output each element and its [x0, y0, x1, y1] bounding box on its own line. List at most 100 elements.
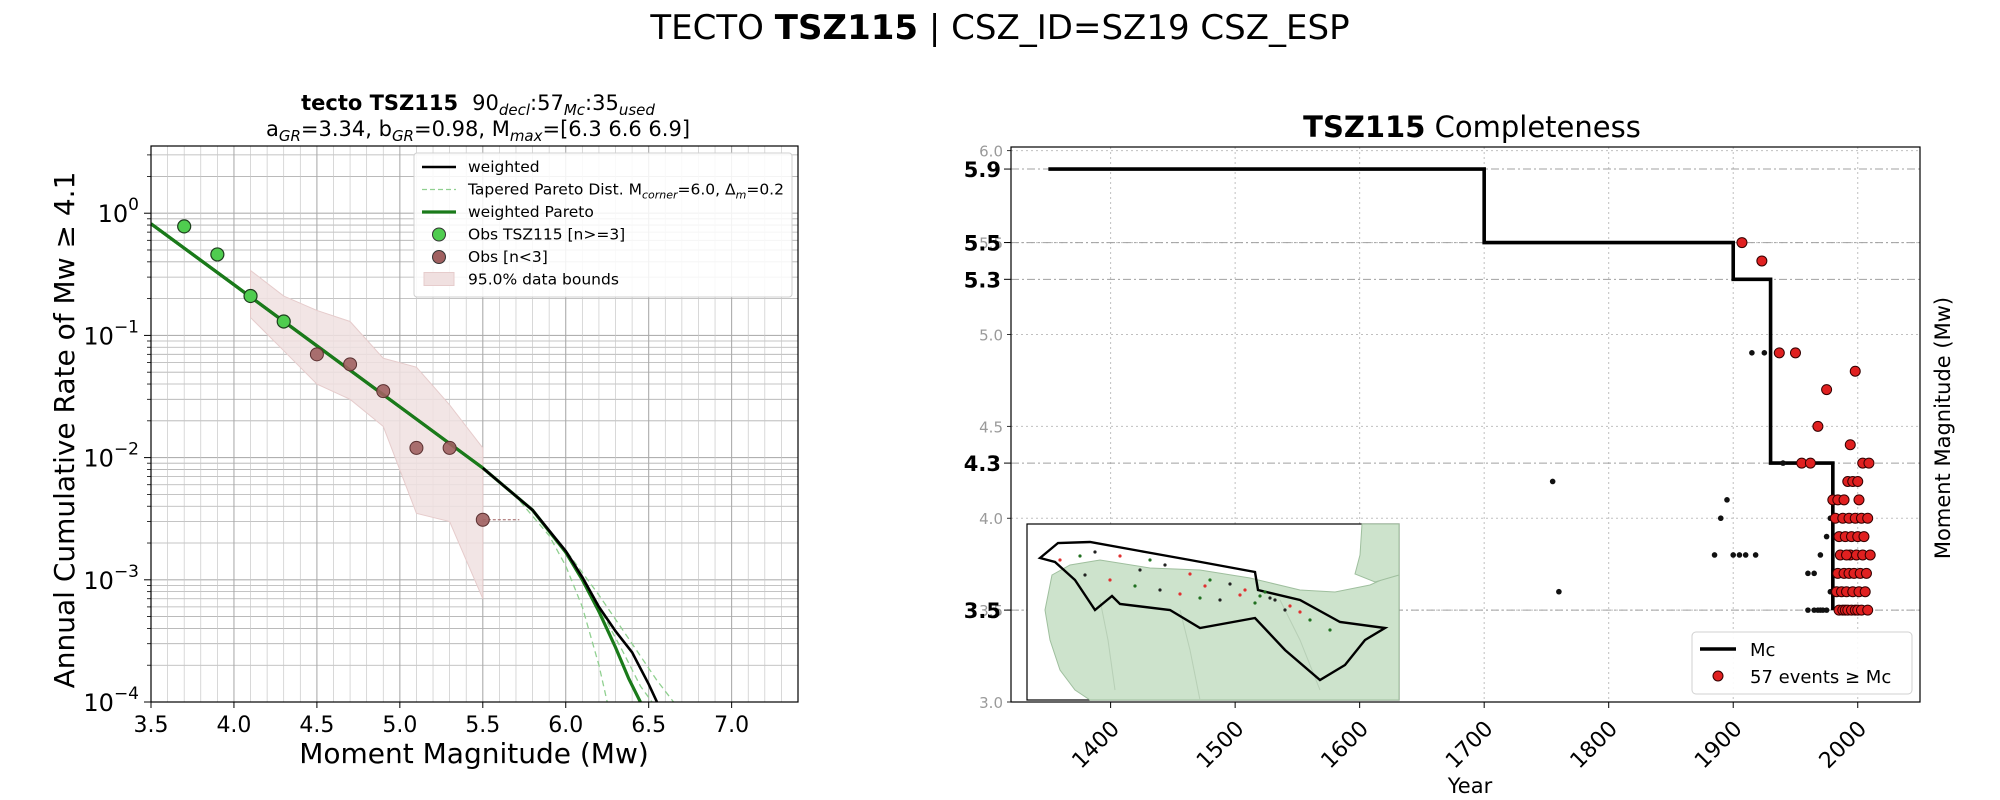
obs-marker-green	[243, 288, 258, 304]
inset-event-dot	[1203, 584, 1207, 588]
inset-event-dot	[1188, 572, 1192, 576]
x-tick-label: 6.5	[631, 713, 666, 738]
x-tick-label: 1900	[1690, 717, 1747, 774]
y-tick-label-major: 5.9	[964, 158, 1001, 182]
y-tick-label: 10−4	[83, 684, 139, 717]
x-tick-label: 1400	[1068, 717, 1125, 774]
inset-event-dot	[1243, 588, 1247, 592]
y-tick-label: 10−2	[83, 440, 139, 473]
x-tick-label: 1600	[1317, 717, 1374, 774]
x-tick-label: 5.0	[382, 713, 417, 738]
x-tick-label: 4.5	[299, 713, 334, 738]
event-above-mc	[1864, 549, 1876, 561]
obs-marker-brown	[343, 357, 358, 372]
left-series-group	[151, 219, 675, 702]
left-legend-box	[413, 152, 793, 298]
inset-event-dot	[1218, 598, 1222, 602]
inset-event-dot	[1253, 601, 1257, 605]
event-below-mc	[1724, 497, 1730, 503]
left-ylabel: Annual Cumulative Rate of Mw ≥ 4.1	[48, 172, 81, 689]
y-tick-label-minor: 3.0	[979, 694, 1003, 712]
inset-event-dot	[1268, 596, 1272, 600]
obs-marker-green	[177, 219, 192, 234]
event-above-mc	[1849, 365, 1861, 377]
obs-marker-brown	[442, 440, 457, 455]
inset-event-dot	[1298, 610, 1302, 614]
inset-event-dot	[1083, 573, 1087, 577]
inset-event-dot	[1118, 554, 1122, 558]
inset-event-dot	[1163, 563, 1167, 567]
inset-event-dot	[1208, 578, 1212, 582]
event-below-mc	[1780, 460, 1786, 466]
inset-event-dot	[1258, 594, 1262, 598]
event-below-mc	[1711, 552, 1718, 558]
obs-marker-brown	[475, 512, 490, 527]
inset-event-dot	[1093, 550, 1097, 554]
y-tick-label: 100	[98, 195, 139, 228]
event-below-mc	[1556, 588, 1562, 595]
legend-label: 95.0% data bounds	[468, 271, 619, 289]
event-above-mc	[1821, 384, 1833, 396]
y-tick-label-minor: 4.0	[979, 510, 1003, 528]
event-above-mc	[1841, 549, 1853, 561]
event-below-mc	[1752, 552, 1759, 558]
obs-marker-green	[276, 314, 291, 329]
y-tick-label-major: 5.5	[964, 232, 1001, 256]
y-tick-label-minor: 5.5	[979, 235, 1003, 253]
event-below-mc	[1805, 570, 1811, 577]
legend-marker	[432, 250, 446, 264]
event-above-mc	[1838, 494, 1850, 506]
event-above-mc	[1862, 512, 1874, 524]
legend-label: Obs [n<3]	[468, 248, 548, 266]
y-tick-label: 10−3	[83, 562, 139, 595]
inset-event-dot	[1308, 618, 1312, 622]
inset-event-dot	[1158, 588, 1162, 592]
event-below-mc	[1761, 350, 1768, 356]
inset-event-dot	[1263, 590, 1267, 594]
obs-marker-brown	[409, 440, 424, 455]
right-title: TSZ115 Completeness	[1303, 110, 1641, 144]
y-tick-label-major: 4.3	[964, 452, 1001, 476]
left-plot-area: 3.5 4.0 4.5 5.0 5.5 6.0 6.5 7.0 100 10−1 10−2 10−3 1…	[83, 145, 799, 738]
event-above-mc	[1789, 347, 1801, 359]
y-tick-label-major: 3.5	[964, 599, 1001, 623]
y-tick-label-minor: 4.5	[979, 418, 1003, 436]
inset-event-dot	[1133, 584, 1137, 588]
right-ylabel: Moment Magnitude (Mw)	[1931, 297, 1955, 559]
legend-label: weighted	[468, 158, 540, 176]
x-tick-label: 5.5	[465, 713, 500, 738]
inset-event-dot	[1058, 558, 1062, 562]
left-title-line2: aGR=3.34, bGR=0.98, Mmax=[6.3 6.6 6.9]	[266, 117, 690, 145]
event-above-mc	[1844, 439, 1856, 451]
event-below-mc	[1717, 515, 1724, 522]
left-title-line1: tecto TSZ115 90decl:57Mc:35used	[301, 91, 655, 119]
legend-marker	[1712, 670, 1724, 682]
inset-land-france	[1354, 523, 1400, 583]
weighted-pareto-line-front	[151, 222, 484, 470]
event-below-mc	[1817, 552, 1824, 558]
event-above-mc	[1812, 420, 1824, 432]
event-above-mc	[1852, 475, 1864, 487]
event-above-mc	[1859, 586, 1871, 598]
left-xlabel: Moment Magnitude (Mw)	[299, 737, 649, 770]
event-below-mc	[1823, 607, 1830, 613]
event-below-mc	[1730, 552, 1737, 558]
event-below-mc	[1742, 552, 1749, 558]
x-tick-label: 1700	[1441, 717, 1498, 774]
inset-event-dot	[1328, 628, 1332, 632]
legend-label: Tapered Pareto Dist. Mcorner=6.0, Δm=0.2	[467, 181, 784, 202]
legend-label: Mc	[1750, 640, 1775, 661]
inset-map	[1026, 523, 1400, 701]
event-above-mc	[1860, 567, 1872, 579]
x-tick-label: 1800	[1566, 717, 1623, 774]
inset-event-dot	[1238, 593, 1242, 597]
legend-patch	[423, 272, 455, 286]
x-tick-label: 2000	[1815, 717, 1872, 774]
obs-marker-brown	[309, 347, 324, 362]
event-below-mc	[1736, 552, 1743, 558]
figure-title-prefix: TECTO	[650, 8, 775, 48]
data-bounds-band	[250, 269, 484, 599]
right-axes-frame	[1010, 146, 1921, 703]
figure-title-bold: TSZ115	[774, 8, 919, 48]
